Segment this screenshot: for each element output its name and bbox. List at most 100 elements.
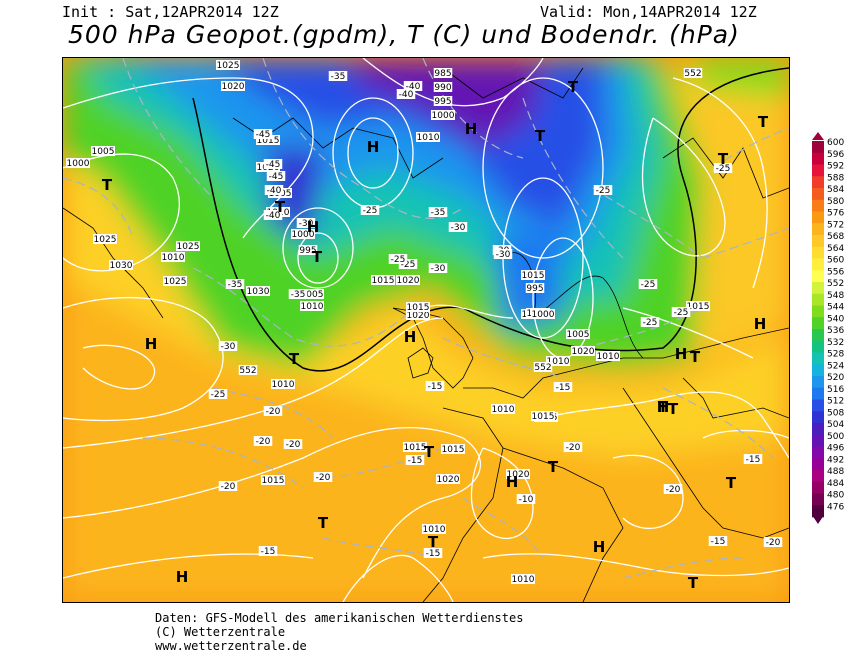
temperature-label: -25 xyxy=(674,308,689,318)
colorbar-swatch xyxy=(812,235,824,248)
isobar-label-box xyxy=(596,351,620,361)
temperature-label: -45 xyxy=(266,160,281,170)
colorbar-level-label: 576 xyxy=(827,209,844,219)
temperature-label-box xyxy=(263,210,283,220)
temperature-label: -20 xyxy=(666,485,681,495)
temperature-label-box xyxy=(283,439,303,449)
temperature-label: -10 xyxy=(519,495,534,505)
temperature-label: -15 xyxy=(746,455,761,465)
isobar-label-box xyxy=(176,241,200,251)
temperature-isotherms xyxy=(63,58,789,579)
temperature-label-box xyxy=(553,382,573,392)
isobar-label: 1000 xyxy=(432,111,455,121)
temperature-label: -25 xyxy=(211,390,226,400)
temperature-label-box xyxy=(640,317,660,327)
temperature-label: -35 xyxy=(331,72,346,82)
temperature-label-box xyxy=(428,263,448,273)
isobar-label: 1015 xyxy=(442,445,465,455)
isobar-label: 1005 xyxy=(567,330,590,340)
colorbar-swatch xyxy=(812,246,824,259)
colorbar-swatch xyxy=(812,317,824,330)
isobar-label-box xyxy=(436,474,460,484)
isobar-label-box xyxy=(416,132,440,142)
isobar-label-box xyxy=(491,404,515,414)
isobar-label: 1015 xyxy=(532,412,555,422)
temperature-label-box xyxy=(638,279,658,289)
colorbar-swatch xyxy=(812,481,824,494)
temperature-label: -25 xyxy=(716,164,731,174)
temperature-label-box xyxy=(428,207,448,217)
temperature-label-box xyxy=(493,249,513,259)
colorbar-level-label: 476 xyxy=(827,502,844,512)
temperature-label-box xyxy=(360,205,380,215)
colorbar-level-label: 564 xyxy=(827,244,844,254)
temperature-label: -40 xyxy=(266,211,281,221)
high-pressure-center: H xyxy=(404,328,417,346)
colorbar-swatch xyxy=(812,305,824,318)
isobar-label: 552 xyxy=(534,363,551,373)
isobar-label: 1030 xyxy=(110,261,133,271)
isobar-labels: 1025102010001005101010151020102510309859… xyxy=(66,60,710,585)
low-pressure-center: T xyxy=(658,398,669,416)
temperature-label-box xyxy=(708,536,728,546)
high-pressure-center: H xyxy=(465,120,478,138)
colorbar-level-label: 492 xyxy=(827,455,844,465)
temperature-label: -15 xyxy=(556,383,571,393)
isobar-label-box xyxy=(216,60,240,70)
temperature-label: -30 xyxy=(221,342,236,352)
isobar-label: 995 xyxy=(434,97,451,107)
temperature-label: -20 xyxy=(286,440,301,450)
chart-title: 500 hPa Geopot.(gpdm), T (C) und Bodendr… xyxy=(68,20,740,49)
temperature-label-box xyxy=(743,454,763,464)
temperature-label-box xyxy=(423,548,443,558)
colorbar-swatch xyxy=(812,387,824,400)
isobar-label: 1010 xyxy=(301,302,324,312)
colorbar-level-label: 556 xyxy=(827,267,844,277)
high-pressure-center: H xyxy=(367,138,380,156)
isobar-label: 1015 xyxy=(404,443,427,453)
low-pressure-center: T xyxy=(424,443,435,461)
isobar-label: 1025 xyxy=(94,235,117,245)
temperature-label: -20 xyxy=(221,482,236,492)
colorbar-level-label: 524 xyxy=(827,361,844,371)
colorbar-level-label: 536 xyxy=(827,326,844,336)
isobar-label: 1010 xyxy=(417,133,440,143)
temperature-label-box xyxy=(405,455,425,465)
colorbar-level-label: 480 xyxy=(827,491,844,501)
isobar-label: 1010 xyxy=(162,253,185,263)
colorbar-swatch xyxy=(812,270,824,283)
isobar-label-box xyxy=(238,365,258,375)
colorbar-level-label: 584 xyxy=(827,185,844,195)
isobar-label-box xyxy=(531,411,555,421)
high-pressure-center: H xyxy=(754,315,767,333)
low-pressure-center: T xyxy=(548,458,559,476)
isobar-label: 1025 xyxy=(177,242,200,252)
isobar-label-box xyxy=(683,68,703,78)
valid-time: Valid: Mon,14APR2014 12Z xyxy=(540,3,757,21)
colorbar-swatch xyxy=(812,293,824,306)
isobar-label-box xyxy=(161,252,185,262)
isobar-label: 1010 xyxy=(492,405,515,415)
colorbar-level-label: 592 xyxy=(827,162,844,172)
isobar-label-box xyxy=(406,302,430,312)
isobar-label-box xyxy=(93,234,117,244)
isobar-label: 1020 xyxy=(222,82,245,92)
colorbar-swatch xyxy=(812,164,824,177)
colorbar-level-label: 552 xyxy=(827,279,844,289)
init-time: Init : Sat,12APR2014 12Z xyxy=(62,3,279,21)
isobar-label: 552 xyxy=(684,69,701,79)
footer-website[interactable]: www.wetterzentrale.de xyxy=(155,639,307,653)
colorbar-level-label: 580 xyxy=(827,197,844,207)
temperature-label-box xyxy=(258,546,278,556)
isobar-label: 1010 xyxy=(547,357,570,367)
colorbar-level-label: 496 xyxy=(827,444,844,454)
temperature-label-box xyxy=(671,307,691,317)
high-pressure-center: H xyxy=(593,538,606,556)
colorbar-level-label: 596 xyxy=(827,150,844,160)
isobar-label: 985 xyxy=(434,69,451,79)
isobar-label: 1015 xyxy=(262,476,285,486)
colorbar-level-label: 504 xyxy=(827,420,844,430)
colorbar-swatch xyxy=(812,411,824,424)
temperature-label-box xyxy=(663,484,683,494)
colorbar-level-label: 500 xyxy=(827,432,844,442)
